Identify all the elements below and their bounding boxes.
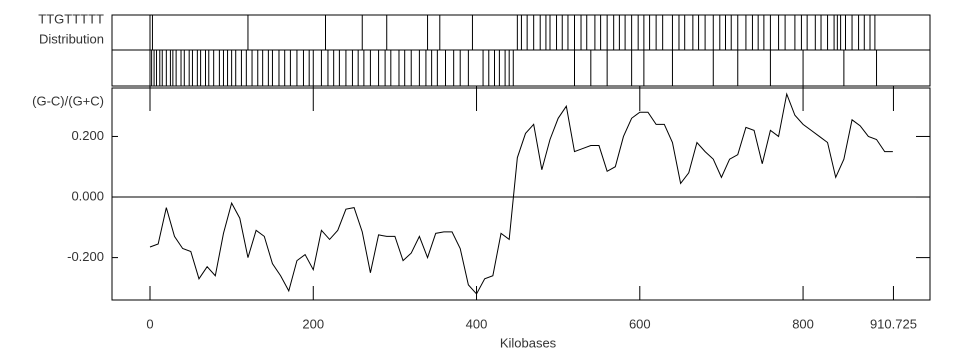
y-tick-label: 0.200 <box>71 128 104 143</box>
motif-label: TTGTTTTT <box>38 11 104 26</box>
x-tick-label: 600 <box>629 316 651 331</box>
plot-frame <box>111 87 931 301</box>
distribution-label: Distribution <box>39 31 104 46</box>
y-tick-label: 0.000 <box>71 188 104 203</box>
skew-line <box>149 92 893 295</box>
x-axis-label: Kilobases <box>500 335 557 350</box>
x-tick-label: 910.725 <box>870 316 917 331</box>
y-tick-label: -0.200 <box>67 249 104 264</box>
y-axis-label: (G-C)/(G+C) <box>32 93 104 108</box>
x-tick-label: 200 <box>302 316 324 331</box>
x-tick-label: 400 <box>466 316 488 331</box>
x-tick-label: 800 <box>792 316 814 331</box>
x-tick-label: 0 <box>146 316 153 331</box>
